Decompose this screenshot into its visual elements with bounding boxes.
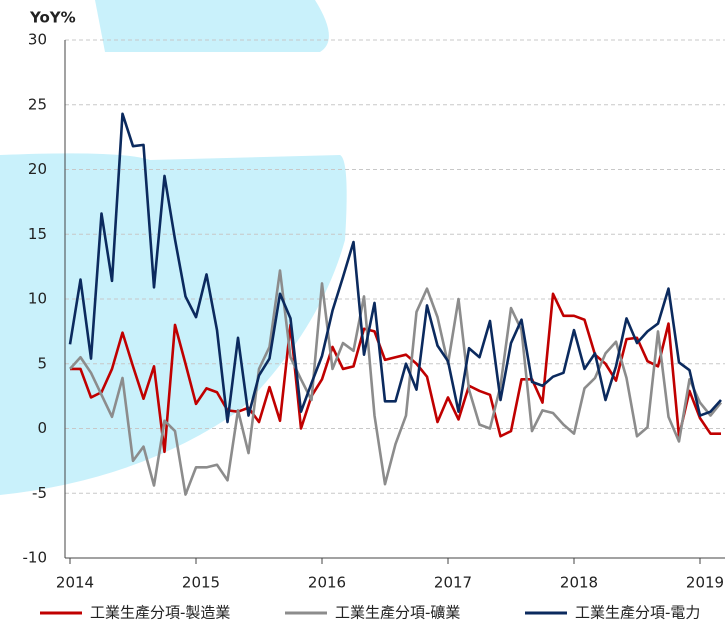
y-axis-label: YoY% — [29, 9, 76, 27]
x-tick-label: 2017 — [434, 574, 472, 592]
x-tick-label: 2014 — [56, 574, 94, 592]
x-tick-label: 2019 — [686, 574, 724, 592]
x-tick-label: 2016 — [308, 574, 346, 592]
y-tick-label: 20 — [28, 160, 47, 178]
series-line — [69, 269, 723, 496]
legend-label: 工業生產分項-製造業 — [90, 604, 230, 622]
y-tick-label: 5 — [37, 354, 47, 372]
decor — [95, 0, 329, 52]
y-tick-label: -10 — [23, 549, 48, 567]
y-tick-label: 10 — [28, 290, 47, 308]
legend-label: 工業生產分項-礦業 — [335, 604, 460, 622]
x-tick-label: 2015 — [182, 574, 220, 592]
y-tick-label: 25 — [28, 95, 47, 113]
y-tick-label: -5 — [32, 484, 47, 502]
y-tick-label: 0 — [37, 419, 47, 437]
y-tick-label: 30 — [28, 31, 47, 49]
legend-label: 工業生產分項-電力 — [575, 604, 700, 622]
x-tick-label: 2018 — [560, 574, 598, 592]
decor — [0, 153, 347, 496]
y-tick-label: 15 — [28, 225, 47, 243]
series-line — [68, 112, 722, 424]
